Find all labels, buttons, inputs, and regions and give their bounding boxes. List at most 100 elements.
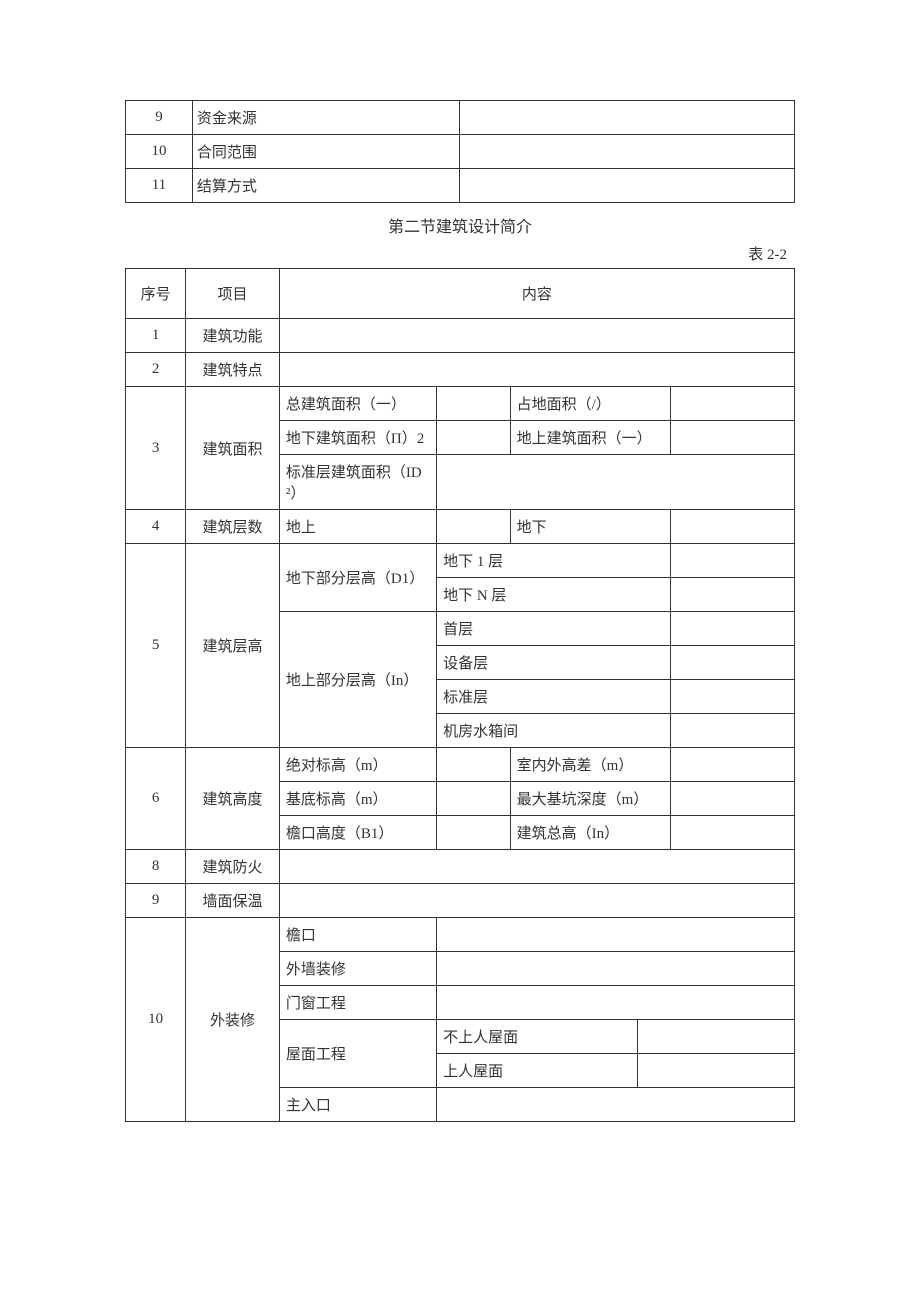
label-cell: 地上建筑面积（一） xyxy=(510,421,671,455)
header-item: 项目 xyxy=(186,269,280,319)
label-cell: 总建筑面积（一） xyxy=(279,387,436,421)
sublabel-cell: 标准层 xyxy=(437,680,671,714)
label-cell: 地下建筑面积（Π）2 xyxy=(279,421,436,455)
seq-cell: 3 xyxy=(126,387,186,510)
value-cell xyxy=(437,782,511,816)
table-row: 9 资金来源 xyxy=(126,101,795,135)
item-cell: 建筑面积 xyxy=(186,387,280,510)
seq-cell: 10 xyxy=(126,918,186,1122)
item-cell: 合同范围 xyxy=(192,135,460,169)
value-cell xyxy=(437,510,511,544)
table-row: 3 建筑面积 总建筑面积（一） 占地面积（/） xyxy=(126,387,795,421)
value-cell xyxy=(671,387,795,421)
value-cell xyxy=(671,782,795,816)
value-cell xyxy=(437,952,795,986)
table-row: 8 建筑防火 xyxy=(126,850,795,884)
label-cell: 地上 xyxy=(279,510,436,544)
sublabel-cell: 地下 N 层 xyxy=(437,578,671,612)
header-seq: 序号 xyxy=(126,269,186,319)
value-cell xyxy=(671,816,795,850)
table-row: 11 结算方式 xyxy=(126,169,795,203)
table-header-row: 序号 项目 内容 xyxy=(126,269,795,319)
value-cell xyxy=(437,455,795,510)
table-row: 6 建筑高度 绝对标高（m） 室内外高差（m） xyxy=(126,748,795,782)
table-row: 2 建筑特点 xyxy=(126,353,795,387)
content-cell xyxy=(279,353,794,387)
value-cell xyxy=(437,1088,795,1122)
summary-table: 9 资金来源 10 合同范围 11 结算方式 xyxy=(125,100,795,203)
content-cell xyxy=(279,850,794,884)
header-content: 内容 xyxy=(279,269,794,319)
table-label: 表 2-2 xyxy=(125,243,795,264)
value-cell xyxy=(671,714,795,748)
value-cell xyxy=(671,510,795,544)
item-cell: 资金来源 xyxy=(192,101,460,135)
value-cell xyxy=(671,544,795,578)
seq-cell: 6 xyxy=(126,748,186,850)
value-cell xyxy=(437,918,795,952)
item-cell: 建筑特点 xyxy=(186,353,280,387)
seq-cell: 10 xyxy=(126,135,193,169)
label-cell: 屋面工程 xyxy=(279,1020,436,1088)
label-cell: 檐口高度（B1） xyxy=(279,816,436,850)
sublabel-cell: 地下 1 层 xyxy=(437,544,671,578)
content-cell xyxy=(460,135,795,169)
content-cell xyxy=(279,884,794,918)
seq-cell: 11 xyxy=(126,169,193,203)
value-cell xyxy=(437,748,511,782)
seq-cell: 9 xyxy=(126,101,193,135)
label-cell: 檐口 xyxy=(279,918,436,952)
item-cell: 建筑层高 xyxy=(186,544,280,748)
content-cell xyxy=(460,169,795,203)
table-row: 10 合同范围 xyxy=(126,135,795,169)
label-cell: 主入口 xyxy=(279,1088,436,1122)
label-cell: 门窗工程 xyxy=(279,986,436,1020)
label-cell: 基底标高（m） xyxy=(279,782,436,816)
label-cell: 绝对标高（m） xyxy=(279,748,436,782)
label-cell: 地上部分层高（In） xyxy=(279,612,436,748)
seq-cell: 2 xyxy=(126,353,186,387)
seq-cell: 5 xyxy=(126,544,186,748)
table-row: 5 建筑层高 地下部分层高（D1） 地下 1 层 xyxy=(126,544,795,578)
table-row: 1 建筑功能 xyxy=(126,319,795,353)
item-cell: 建筑功能 xyxy=(186,319,280,353)
sublabel-cell: 机房水箱间 xyxy=(437,714,671,748)
design-brief-table: 序号 项目 内容 1 建筑功能 2 建筑特点 3 建筑面积 总建筑面积（一） 占… xyxy=(125,268,795,1122)
seq-cell: 8 xyxy=(126,850,186,884)
table-row: 9 墙面保温 xyxy=(126,884,795,918)
label-cell: 地下部分层高（D1） xyxy=(279,544,436,612)
item-cell: 建筑层数 xyxy=(186,510,280,544)
label-cell: 标准层建筑面积（ID²） xyxy=(279,455,436,510)
value-cell xyxy=(671,748,795,782)
value-cell xyxy=(437,816,511,850)
label-cell: 最大基坑深度（m） xyxy=(510,782,671,816)
value-cell xyxy=(437,387,511,421)
label-cell: 建筑总高（In） xyxy=(510,816,671,850)
item-cell: 墙面保温 xyxy=(186,884,280,918)
sublabel-cell: 设备层 xyxy=(437,646,671,680)
label-cell: 占地面积（/） xyxy=(510,387,671,421)
value-cell xyxy=(671,646,795,680)
section-title: 第二节建筑设计简介 xyxy=(125,213,795,237)
table-row: 10 外装修 檐口 xyxy=(126,918,795,952)
content-cell xyxy=(279,319,794,353)
value-cell xyxy=(671,421,795,455)
item-cell: 建筑防火 xyxy=(186,850,280,884)
content-cell xyxy=(460,101,795,135)
value-cell xyxy=(637,1020,794,1054)
label-cell: 地下 xyxy=(510,510,671,544)
seq-cell: 4 xyxy=(126,510,186,544)
sublabel-cell: 不上人屋面 xyxy=(437,1020,638,1054)
value-cell xyxy=(437,986,795,1020)
sublabel-cell: 首层 xyxy=(437,612,671,646)
sublabel-cell: 上人屋面 xyxy=(437,1054,638,1088)
value-cell xyxy=(637,1054,794,1088)
item-cell: 外装修 xyxy=(186,918,280,1122)
value-cell xyxy=(437,421,511,455)
seq-cell: 1 xyxy=(126,319,186,353)
label-cell: 外墙装修 xyxy=(279,952,436,986)
table-row: 4 建筑层数 地上 地下 xyxy=(126,510,795,544)
item-cell: 结算方式 xyxy=(192,169,460,203)
value-cell xyxy=(671,680,795,714)
item-cell: 建筑高度 xyxy=(186,748,280,850)
